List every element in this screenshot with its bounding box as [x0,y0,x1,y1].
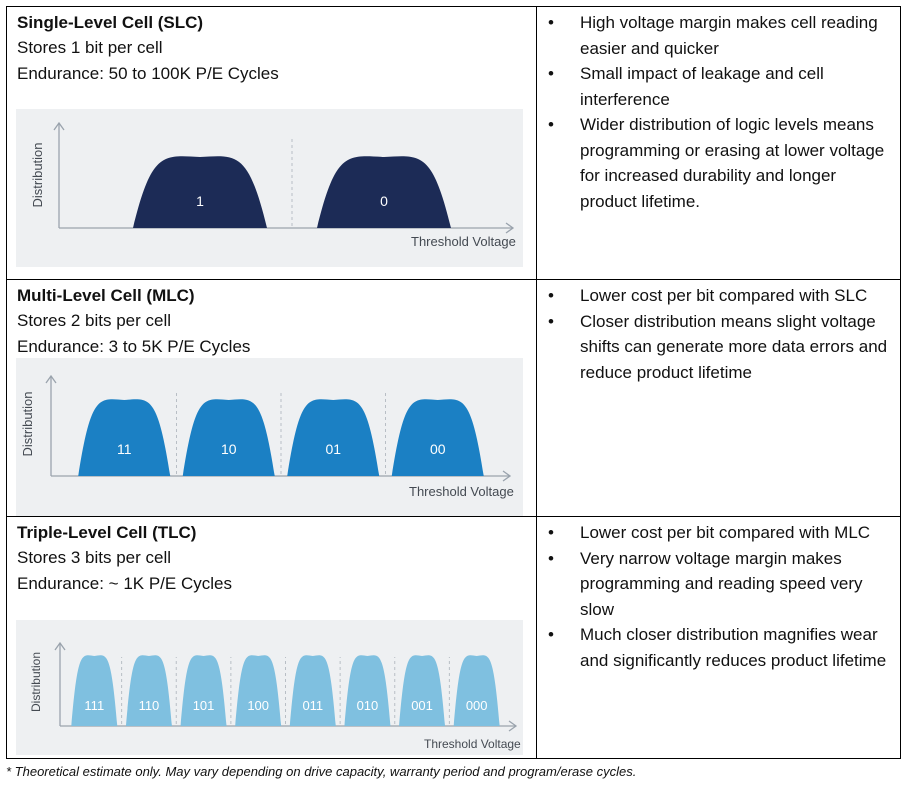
tlc-diagram-svg: 111 110 101 100 011 010 001 000 Distribution Th… [16,620,523,755]
bullet-item: Much closer distribution magnifies wear … [537,622,900,673]
state-label: 1 [196,193,204,209]
state-label: 010 [357,698,379,713]
distribution-curve [180,655,227,726]
footnote: * Theoretical estimate only. May vary de… [6,764,637,779]
table-row-mlc: Multi-Level Cell (MLC) Stores 2 bits per… [6,279,901,517]
state-label: 10 [221,441,237,457]
bullet-item: Small impact of leakage and cell interfe… [537,61,900,112]
x-axis-arrow [505,222,515,234]
y-axis-label: Distribution [30,142,45,207]
table-row-slc: Single-Level Cell (SLC) Stores 1 bit per… [6,6,901,280]
state-label: 00 [430,441,446,457]
state-label: 110 [139,698,160,713]
x-axis-arrow [508,720,518,732]
state-label: 111 [84,698,104,713]
bullet-item: Closer distribution means slight voltage… [537,309,900,386]
bits-per-cell: Stores 3 bits per cell [17,548,172,567]
mlc-description-cell: Multi-Level Cell (MLC) Stores 2 bits per… [6,279,537,517]
slc-bullets: High voltage margin makes cell reading e… [537,10,900,214]
x-axis-arrow [502,470,512,482]
y-axis-arrow [45,374,57,384]
mlc-notes-cell: Lower cost per bit compared with SLC Clo… [536,279,901,517]
y-axis-label: Distribution [29,652,43,712]
distribution-curve [317,156,451,228]
bullet-item: Lower cost per bit compared with SLC [537,283,900,309]
slc-description-cell: Single-Level Cell (SLC) Stores 1 bit per… [6,6,537,280]
mlc-bullets: Lower cost per bit compared with SLC Clo… [537,283,900,385]
row-title: Single-Level Cell (SLC) [17,13,204,32]
distribution-curve [125,655,172,726]
bits-per-cell: Stores 2 bits per cell [17,311,172,330]
state-label: 0 [380,193,388,209]
distribution-curve [235,655,282,726]
state-label: 11 [117,441,132,457]
distribution-curve [133,156,267,228]
distribution-curve [391,399,484,476]
endurance: Endurance: 50 to 100K P/E Cycles [17,64,279,83]
x-axis-label: Threshold Voltage [409,484,514,499]
distribution-curve [287,399,380,476]
bullet-item: High voltage margin makes cell reading e… [537,10,900,61]
bits-per-cell: Stores 1 bit per cell [17,38,163,57]
y-axis-arrow [54,641,66,651]
x-axis-label: Threshold Voltage [424,737,521,751]
state-label: 001 [411,698,433,713]
row-title: Multi-Level Cell (MLC) [17,286,195,305]
x-axis-label: Threshold Voltage [411,234,516,249]
bullet-item: Wider distribution of logic levels means… [537,112,900,214]
row-title: Triple-Level Cell (TLC) [17,523,197,542]
endurance: Endurance: ~ 1K P/E Cycles [17,574,232,593]
bullet-item: Very narrow voltage margin makes program… [537,546,900,623]
tlc-bullets: Lower cost per bit compared with MLC Ver… [537,520,900,673]
distribution-curves: 111 110 101 100 011 010 001 000 [71,655,500,726]
distribution-curve [289,655,336,726]
distribution-curves: 11 10 01 00 [78,390,484,476]
endurance: Endurance: 3 to 5K P/E Cycles [17,337,251,356]
distribution-curve [344,655,391,726]
comparison-table: Single-Level Cell (SLC) Stores 1 bit per… [6,6,901,759]
y-axis-arrow [53,121,65,131]
table-row-tlc: Triple-Level Cell (TLC) Stores 3 bits pe… [6,516,901,759]
bullet-item: Lower cost per bit compared with MLC [537,520,900,546]
state-label: 100 [247,698,269,713]
state-label: 011 [302,698,323,713]
distribution-curve [453,655,500,726]
mlc-diagram-svg: 11 10 01 00 Distribution Threshold Voltage [16,358,523,516]
tlc-description-cell: Triple-Level Cell (TLC) Stores 3 bits pe… [6,516,537,759]
state-label: 01 [325,441,341,457]
distribution-curve [399,655,446,726]
tlc-notes-cell: Lower cost per bit compared with MLC Ver… [536,516,901,759]
state-label: 101 [193,698,215,713]
slc-notes-cell: High voltage margin makes cell reading e… [536,6,901,280]
mlc-distribution-diagram: 11 10 01 00 Distribution Threshold Voltage [16,358,523,516]
distribution-curve [71,655,118,726]
distribution-curve [78,399,171,476]
distribution-curve [182,399,275,476]
y-axis-label: Distribution [20,391,35,456]
tlc-distribution-diagram: 111 110 101 100 011 010 001 000 Distribution Th… [16,620,523,755]
state-label: 000 [466,698,488,713]
